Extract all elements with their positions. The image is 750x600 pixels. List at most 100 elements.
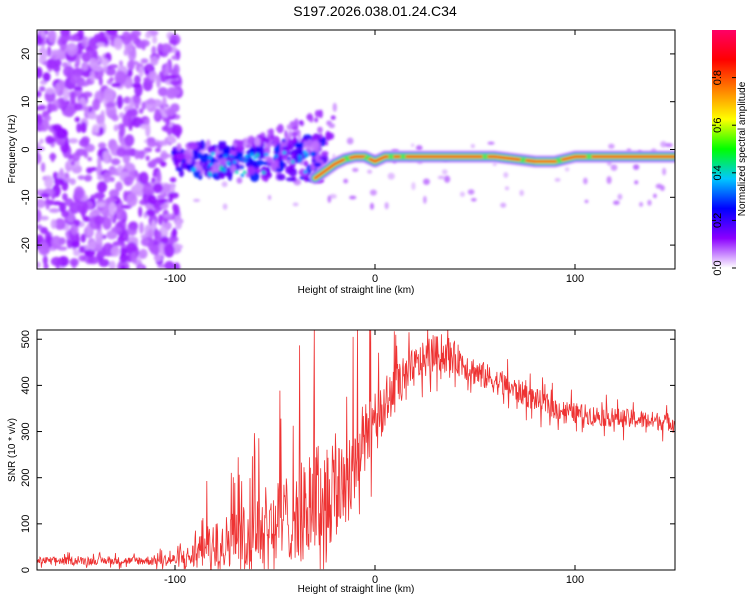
spectrogram-noise-blob (37, 261, 41, 269)
spectrogram-noise-blob (81, 36, 89, 47)
spectrogram-speck (415, 145, 423, 151)
spectrogram-ridge-knot (364, 156, 370, 160)
spectrogram-noise-blob (73, 86, 83, 91)
spectrogram-streak-blob (332, 102, 337, 112)
spectrogram-noise-blob (111, 226, 122, 233)
spectrogram-noise-blob (145, 209, 156, 217)
spectrogram-noise-blob (50, 152, 55, 163)
spectrogram-noise-blob (48, 208, 60, 214)
spectrogram-core-blob (234, 170, 239, 174)
spectrogram-noise-blob (139, 248, 148, 259)
spectrogram-core-blob (242, 158, 247, 163)
spectrogram-core-blob (227, 162, 232, 167)
spectrogram-noise-blob (167, 74, 179, 80)
spectrogram-noise-blob (76, 122, 82, 133)
spectrogram-turbulence-blob (321, 150, 329, 156)
spectrogram-noise-blob (160, 43, 173, 55)
spectrogram-noise-blob (153, 253, 163, 262)
spectrogram-speck (437, 175, 445, 180)
spectrogram-streak-blob (325, 141, 329, 146)
spectrogram-noise-blob (74, 219, 81, 227)
spectrogram-noise-blob (103, 216, 110, 227)
spectrogram-noise-blob (171, 124, 183, 137)
spectrogram-streak-blob (253, 136, 261, 147)
spectrogram-core-blob (218, 167, 223, 171)
spectrogram-noise-blob (61, 61, 69, 68)
spectrogram-turbulence-blob (222, 147, 231, 154)
spectrogram-noise-blob (169, 39, 178, 45)
spectrogram-noise-blob (40, 162, 46, 173)
spectrogram-speck (653, 193, 657, 199)
spectrogram-turbulence-blob (176, 143, 182, 152)
spectrogram-noise-blob (69, 258, 79, 267)
spectrogram-noise-blob (119, 123, 126, 137)
spectrogram-ridge-knot (344, 157, 350, 160)
spectrogram-noise-blob (145, 102, 153, 110)
spectrogram-noise-blob (84, 174, 93, 182)
spectrogram-noise-blob (87, 256, 100, 265)
spectrogram-noise-blob (159, 161, 167, 168)
spectrogram-noise-blob (37, 113, 43, 126)
spectrogram-noise-blob (37, 66, 43, 79)
spectrogram-noise-blob (116, 95, 123, 109)
spectrogram-noise-blob (165, 117, 171, 127)
spectrogram-streak-blob (306, 139, 313, 149)
spectrogram-noise-blob (151, 45, 157, 56)
spectrogram-noise-blob (146, 140, 157, 148)
spectrogram-noise-blob (156, 230, 162, 240)
spectrogram-core-blob (290, 159, 295, 164)
spectrogram-core-blob (303, 170, 308, 174)
spectrogram-noise-blob (100, 110, 105, 124)
spectrogram-noise-blob (168, 192, 179, 199)
spectrogram-noise-blob (50, 256, 63, 267)
spectrogram-speck (267, 194, 272, 201)
spectrogram-noise-blob (164, 107, 176, 117)
spectrogram-speck (662, 167, 667, 176)
snr-series-line (37, 330, 675, 570)
spectrogram-speck (423, 195, 427, 204)
spectrogram-core-blob (297, 154, 302, 159)
spectrogram-noise-blob (114, 208, 126, 221)
spectrogram-noise-blob (169, 177, 177, 183)
colorbar-tick-label: 0.8 (712, 70, 724, 85)
spectrogram-speck (584, 199, 589, 204)
spectrogram-noise-blob (44, 175, 54, 189)
spectrogram-noise-blob (74, 116, 81, 123)
spectrogram-noise-blob (39, 86, 46, 92)
spectrogram-noise-blob (150, 56, 159, 66)
colorbar-tick-label: 0.0 (712, 260, 724, 275)
spectrogram-noise-blob (47, 103, 57, 112)
spectrogram-speck (221, 181, 228, 188)
spectrogram-speck (492, 162, 497, 166)
spectrogram-noise-blob (105, 102, 116, 108)
spectrogram-core-blob (253, 155, 258, 160)
spectrogram-speck (423, 178, 430, 185)
spectrogram-x-tick-label: 0 (372, 273, 378, 285)
spectrogram-streak-blob (285, 136, 289, 144)
spectrogram-noise-blob (144, 32, 152, 39)
spectrogram-noise-blob (90, 70, 95, 82)
spectrogram-noise-blob (44, 115, 51, 122)
spectrogram-speck (411, 182, 416, 191)
spectrogram-turbulence-blob (255, 168, 262, 173)
spectrogram-noise-blob (115, 181, 123, 192)
spectrogram-noise-blob (37, 106, 43, 111)
spectrogram-noise-blob (122, 113, 132, 127)
spectrogram-ridge-knot (586, 155, 592, 159)
spectrogram-noise-blob (73, 186, 85, 200)
spectrogram-noise-blob (130, 83, 141, 88)
spectrogram-x-tick-label: 100 (566, 273, 584, 285)
spectrogram-noise-blob (95, 230, 104, 244)
spectrogram-noise-blob (109, 176, 115, 182)
spectrogram-noise-blob (173, 262, 181, 269)
spectrogram-streak-blob (277, 123, 284, 134)
spectrogram-noise-blob (78, 245, 86, 254)
spectrogram-speck (444, 175, 451, 183)
spectrogram-noise-blob (74, 62, 80, 68)
spectrogram-noise-blob (65, 42, 78, 56)
spectrogram-noise-blob (45, 87, 55, 95)
spectrogram-speck (487, 141, 495, 145)
spectrogram-noise-blob (105, 104, 117, 119)
spectrogram-turbulence-blob (303, 160, 309, 167)
